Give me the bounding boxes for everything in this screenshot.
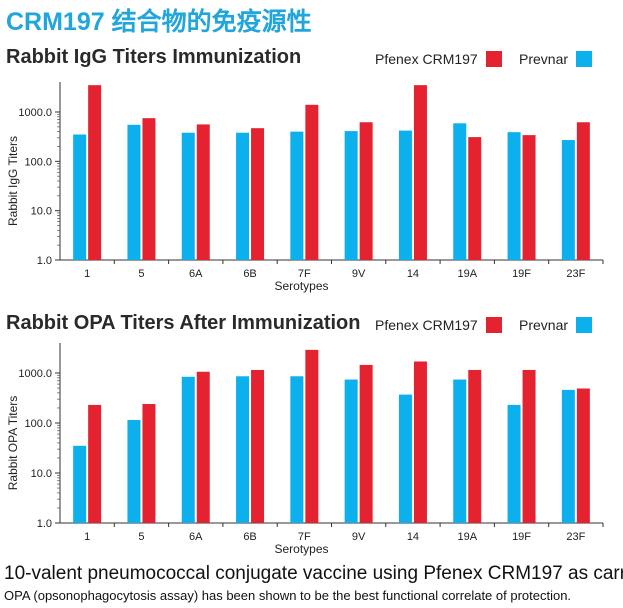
chart-2-xtick-label: 9V [352,531,366,543]
chart-1-legend-pfenex: Pfenex CRM197 [375,51,502,67]
chart-2-xtick-label: 6A [189,531,203,543]
chart-2-legend-pfenex-swatch [485,317,502,333]
chart-1-legend-prevnar-swatch [576,51,593,67]
chart-1-xtick-label: 19F [512,268,531,280]
chart-1-bar-prevnar-6B [236,132,250,260]
chart-2-bar-pfenex-23F [576,388,590,523]
chart-1-igg-titers: 1000.0 100.0 10.0 1.0 Rabbit IgG Titers 1 5 6A 6… [6,82,604,293]
chart-1-bar-pfenex-14 [413,85,427,261]
chart-1-legend-prevnar-label: Prevnar [519,51,569,67]
chart-1-xtick-label: 5 [138,268,144,280]
chart-2-bar-pfenex-1 [88,404,102,523]
chart-2-xtick-label: 19F [512,531,531,543]
chart-2-opa-titers: 1000.0 100.0 10.0 1.0 Rabbit OPA Titers 1 5 6A 6… [6,343,604,556]
chart-2-bar-prevnar-5 [127,419,141,523]
chart-2-xtick-label: 6B [243,531,256,543]
chart-2-legend-pfenex-label: Pfenex CRM197 [375,317,478,333]
chart-1-bar-pfenex-19F [522,135,536,260]
chart-2-y-axis-label: Rabbit OPA Titers [6,396,20,490]
chart-2-xtick-label: 19A [457,531,477,543]
chart-1-ytick-label: 1000.0 [18,107,52,119]
chart-2-bar-pfenex-6A [196,371,210,523]
chart-1-xtick-label: 14 [407,268,419,280]
chart-1-bar-pfenex-5 [142,118,156,261]
chart-1-bar-prevnar-5 [127,124,141,260]
chart-2-bar-pfenex-14 [413,361,427,523]
chart-2-xtick-label: 23F [566,531,585,543]
chart-2-bar-pfenex-7F [305,349,319,523]
chart-1-y-axis-label: Rabbit IgG Titers [6,136,20,226]
chart-2-ytick-label: 1.0 [37,518,52,530]
chart-2-bar-prevnar-19A [453,379,467,523]
chart-2-bar-prevnar-14 [398,394,412,523]
chart-1-xtick-label: 9V [352,268,366,280]
chart-1-bar-pfenex-1 [88,85,102,261]
chart-1-bar-pfenex-7F [305,104,319,260]
chart-2-bar-prevnar-6B [236,376,250,523]
chart-2-bar-prevnar-23F [561,389,575,523]
chart-2-bar-prevnar-7F [290,376,304,523]
chart-1-xtick-label: 6B [243,268,256,280]
chart-2-bar-prevnar-19F [507,404,521,523]
chart-1-bar-prevnar-19A [453,123,467,261]
chart-2-ytick-label: 100.0 [24,418,52,430]
chart-1-bar-pfenex-19A [468,137,482,260]
chart-2-bar-prevnar-1 [73,445,87,523]
chart-1-title: Rabbit IgG Titers Immunization [6,46,302,68]
chart-1-ytick-label: 10.0 [31,206,52,218]
chart-1-legend-pfenex-swatch [485,51,502,67]
chart-1-bar-prevnar-19F [507,132,521,260]
chart-1-bar-prevnar-9V [344,131,358,260]
chart-1-bar-prevnar-14 [398,130,412,260]
chart-2-ytick-label: 1000.0 [18,368,52,380]
chart-1-legend-prevnar: Prevnar [519,51,593,67]
chart-2-bar-prevnar-6A [181,376,195,523]
chart-1-xtick-label: 1 [84,268,90,280]
chart-1-bar-pfenex-23F [576,122,590,260]
chart-1-xtick-label: 7F [298,268,311,280]
chart-2-xtick-label: 7F [298,531,311,543]
chart-2-legend-prevnar: Prevnar [519,317,593,333]
chart-2-title: Rabbit OPA Titers After Immunization [6,312,361,334]
chart-1-bar-prevnar-7F [290,131,304,260]
chart-2-x-axis-label: Serotypes [274,542,328,556]
chart-2-xtick-label: 14 [407,531,419,543]
chart-1-bar-pfenex-6B [251,128,265,260]
chart-2-ytick-label: 10.0 [31,468,52,480]
chart-2-bar-pfenex-19A [468,369,482,523]
footer-note: OPA (opsonophagocytosis assay) has been … [4,588,572,603]
chart-2-bar-pfenex-9V [359,364,373,523]
chart-1-bar-prevnar-1 [73,134,87,260]
chart-2-legend-prevnar-label: Prevnar [519,317,569,333]
page-heading: CRM197 结合物的免疫源性 [6,8,312,36]
chart-1-bar-prevnar-6A [181,132,195,260]
chart-1-xtick-label: 6A [189,268,203,280]
chart-1-legend-pfenex-label: Pfenex CRM197 [375,51,478,67]
chart-1-ytick-label: 1.0 [37,255,52,267]
chart-2-legend-prevnar-swatch [576,317,593,333]
chart-1-bar-prevnar-23F [561,140,575,260]
chart-1-xtick-label: 19A [457,268,477,280]
chart-2-bar-pfenex-5 [142,403,156,523]
chart-1-x-axis-label: Serotypes [274,279,328,293]
chart-2-bar-pfenex-6B [251,369,265,523]
footer-caption: 10-valent pneumococcal conjugate vaccine… [4,563,623,584]
chart-1-bar-pfenex-9V [359,122,373,260]
chart-2-bar-pfenex-19F [522,369,536,523]
chart-2-legend-pfenex: Pfenex CRM197 [375,317,502,333]
chart-1-bar-pfenex-6A [196,124,210,260]
chart-1-xtick-label: 23F [566,268,585,280]
chart-2-bar-prevnar-9V [344,379,358,523]
chart-2-xtick-label: 1 [84,531,90,543]
chart-2-xtick-label: 5 [138,531,144,543]
chart-1-ytick-label: 100.0 [24,156,52,168]
